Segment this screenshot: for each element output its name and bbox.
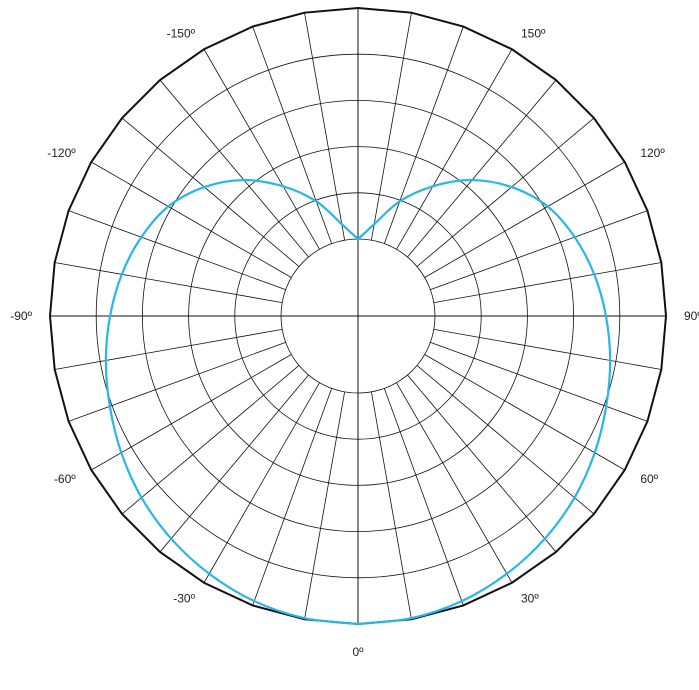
series-group [104, 178, 612, 626]
grid-spoke [383, 26, 464, 244]
angle-label: 0º [352, 645, 364, 659]
grid-spoke [430, 341, 648, 422]
grid-spoke [91, 161, 292, 278]
grid-spoke [396, 382, 513, 583]
angle-label: -120º [47, 146, 76, 160]
grid-spoke [159, 374, 309, 553]
grid-spoke [304, 12, 346, 241]
grid-spoke [416, 117, 595, 267]
angle-label: 30º [521, 591, 539, 605]
grid-spoke [424, 354, 625, 471]
grid-spoke [370, 12, 412, 241]
angle-labels: 0º30º60º90º120º150º±180º-150º-120º-90º-6… [10, 27, 699, 659]
angle-label: 60º [640, 472, 658, 486]
grid-spoke [396, 49, 513, 250]
grid-spoke [383, 388, 464, 606]
polar-grid [48, 6, 668, 626]
angle-label: 90º [684, 309, 699, 323]
grid-spoke [121, 365, 300, 515]
grid-spoke [54, 262, 283, 304]
angle-label: 150º [521, 27, 546, 41]
grid-spoke [159, 79, 309, 258]
grid-spoke [68, 210, 286, 291]
grid-spoke [203, 382, 320, 583]
grid-spoke [252, 26, 333, 244]
grid-spoke [252, 388, 333, 606]
angle-label: 120º [640, 146, 665, 160]
grid-spoke [407, 374, 557, 553]
grid-spoke [416, 365, 595, 515]
grid-spoke [430, 210, 648, 291]
grid-spoke [424, 161, 625, 278]
grid-spoke [304, 391, 346, 620]
grid-spoke [54, 328, 283, 370]
grid-spoke [370, 391, 412, 620]
grid-spoke [121, 117, 300, 267]
angle-label: -90º [10, 309, 32, 323]
angle-label: -150º [167, 27, 196, 41]
angle-label: -30º [173, 591, 195, 605]
angle-label: -60º [54, 472, 76, 486]
grid-spoke [203, 49, 320, 250]
grid-spoke [433, 328, 662, 370]
grid-spoke [407, 79, 557, 258]
series-line-0 [104, 178, 612, 626]
grid-spoke [433, 262, 662, 304]
grid-spoke [91, 354, 292, 471]
grid-spoke [68, 341, 286, 422]
